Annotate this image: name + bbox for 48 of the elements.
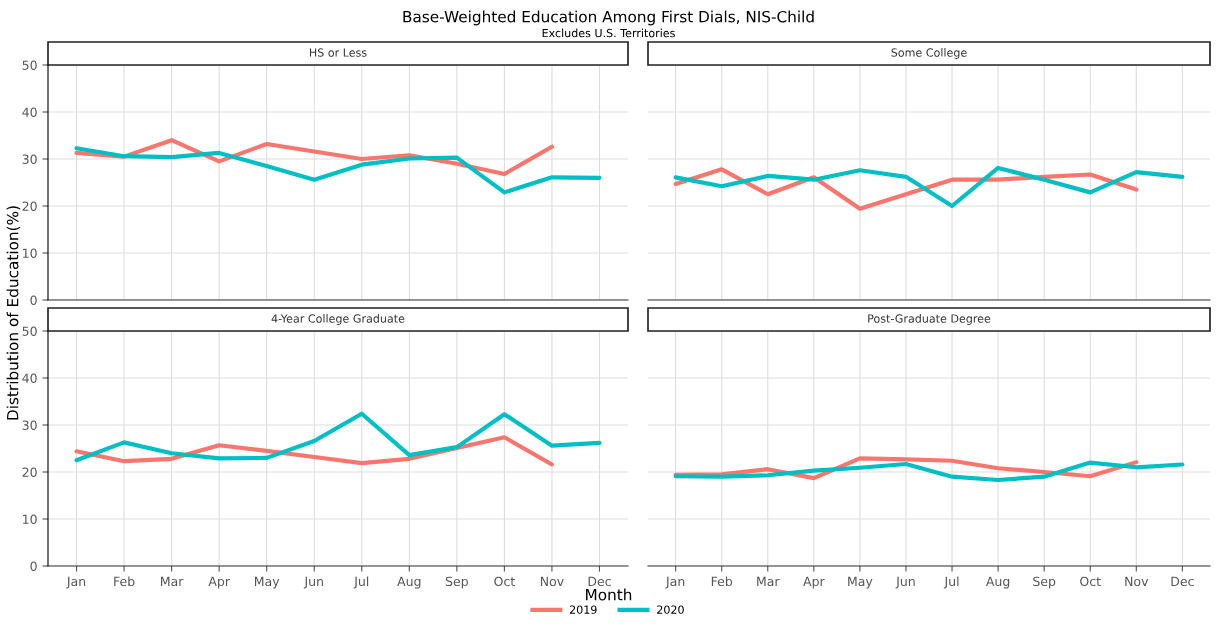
x-tick-label: Jan: [66, 576, 86, 589]
x-tick-label: Mar: [161, 576, 184, 587]
chart-title: Post-Graduate Degree: [868, 314, 991, 325]
x-tick-label: Dec: [1171, 576, 1194, 587]
y-tick-label: 40: [22, 373, 37, 383]
chart-title: Some College: [891, 48, 967, 59]
x-tick-label: Mar: [757, 576, 780, 587]
chart-title: HS or Less: [309, 48, 367, 57]
x-tick-label: Feb: [114, 576, 135, 587]
text: Base-Weighted Education Among First Dials, NIS-Child: [403, 10, 814, 26]
x-tick-label: Nov: [1125, 576, 1149, 587]
y-tick-label: 20: [22, 467, 37, 477]
x-tick-label: Jul: [353, 576, 369, 589]
x-tick-label: Feb: [711, 576, 733, 587]
x-tick-label: Aug: [985, 576, 1010, 589]
x-tick-label: Nov: [540, 576, 564, 587]
x-tick-label: May: [254, 576, 280, 589]
line-series: [74, 146, 602, 195]
y-tick-label: 10: [23, 514, 37, 524]
x-tick-label: Dec: [588, 576, 611, 587]
text: Excludes U.S. Territories: [542, 28, 675, 38]
y-tick-label: 40: [22, 107, 37, 117]
y-tick-label: 0: [30, 561, 37, 571]
x-tick-label: Jun: [895, 576, 915, 589]
y-tick-label: 30: [22, 420, 37, 430]
x-tick-label: Oct: [1080, 576, 1101, 587]
x-tick-label: Jul: [943, 576, 959, 589]
y-axis-title: Distribution of Education(%): [6, 206, 21, 420]
x-tick-label: Jan: [665, 576, 685, 589]
x-tick-label: May: [848, 576, 873, 589]
x-tick-label: Sep: [1033, 576, 1056, 589]
x-tick-label: Jun: [303, 576, 323, 589]
x-tick-label: Aug: [397, 576, 421, 589]
y-tick-label: 20: [22, 201, 37, 211]
y-tick-label: 50: [22, 60, 37, 70]
y-tick-label: 30: [22, 154, 37, 164]
legend-label: 2019: [569, 605, 597, 614]
x-tick-label: Oct: [494, 576, 515, 587]
chart-title: 4-Year College Graduate: [271, 314, 405, 325]
x-tick-label: Apr: [208, 576, 230, 589]
line-series: [74, 411, 602, 463]
legend-label: 2020: [657, 605, 684, 614]
x-tick-label: Apr: [803, 576, 825, 589]
y-tick-label: 0: [30, 295, 37, 305]
x-axis-title: Month: [586, 588, 632, 601]
y-tick-label: 10: [23, 248, 37, 258]
y-tick-label: 50: [22, 326, 37, 336]
x-tick-label: Sep: [445, 576, 468, 589]
